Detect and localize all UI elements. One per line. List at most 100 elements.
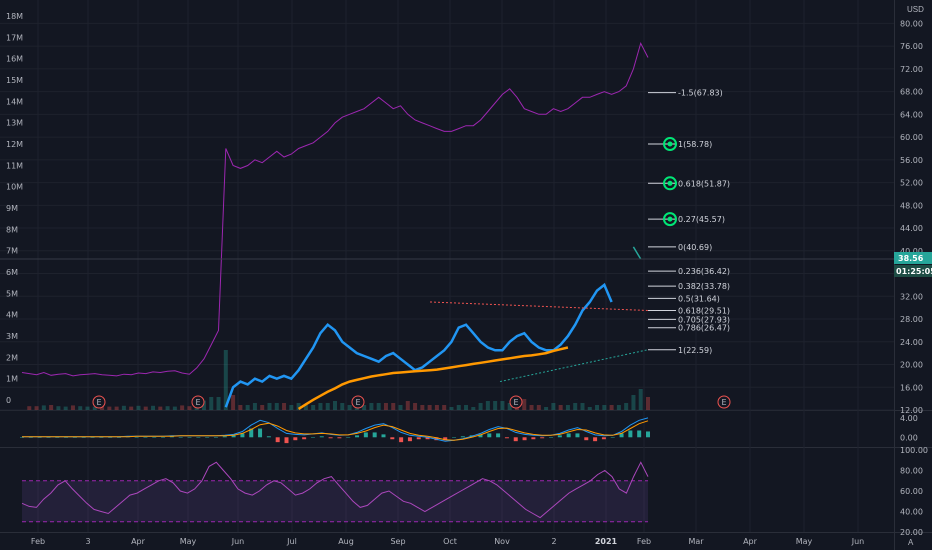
volume-bar [376,403,381,410]
rsi-tick-label: 60.00 [900,487,923,496]
latest-move-line[interactable] [632,246,642,260]
macd-histogram-bar [372,432,377,438]
volume-bar [464,405,469,410]
volume-bar [296,403,301,410]
volume-tick-label: 8M [6,225,18,234]
macd-histogram-bar [328,437,333,439]
volume-bar [420,405,425,410]
volume-bar [427,405,432,410]
volume-bar [245,405,250,410]
volume-bar [231,395,236,410]
last-price-badge [894,251,932,264]
volume-bar [85,406,90,410]
macd-histogram-bar [108,437,113,438]
target-icon[interactable] [663,176,677,191]
volume-bar [449,407,454,410]
earnings-marker-label: E [195,398,200,407]
price-pane[interactable]: -1.5(67.83) 1(58.78) 0.618(51.87) 0.27(45.5… [0,41,894,410]
volume-bar [34,406,39,410]
price-tick-label: 48.00 [900,201,923,210]
volume-bar [143,406,148,410]
rsi-tick-label: 80.00 [900,467,923,476]
macd-histogram-bar [399,437,404,443]
earnings-marker[interactable] [351,395,365,409]
volume-bar [151,405,156,410]
volume-bar [602,405,607,410]
signal-line[interactable] [22,420,649,441]
fast-ma-line[interactable] [224,282,613,408]
target-icon[interactable] [663,137,677,152]
fib-level-label: 1(58.78) [678,140,712,149]
volume-bar [398,405,403,410]
fib-level-label: 0.705(27.93) [678,315,730,324]
countdown-label: 01:25:05 [896,267,932,276]
earnings-marker[interactable] [191,395,205,409]
earnings-marker[interactable] [509,395,523,409]
time-tick-label: May [180,537,197,546]
macd-histogram-bar [116,437,121,438]
time-tick-label: Jul [286,537,297,546]
time-tick-label: Jun [851,537,865,546]
time-tick-label: 3 [85,537,90,546]
volume-tick-label: 12M [6,140,23,149]
macd-histogram-bar [363,432,368,438]
last-price-label: 38.56 [898,254,924,263]
volume-bar [260,405,265,410]
slow-ma-line[interactable] [297,346,569,410]
volume-bar [500,401,505,410]
price-tick-label: 76.00 [900,42,923,51]
volume-tick-label: 5M [6,289,18,298]
volume-bar [187,406,192,410]
trendline[interactable] [499,349,649,383]
time-tick-label: Feb [637,537,651,546]
price-tick-label: 52.00 [900,179,923,188]
log-scale-button[interactable]: A [908,538,914,547]
volume-bar [405,401,410,410]
volume-bar [471,407,476,410]
price-tick-label: 56.00 [900,156,923,165]
macd-histogram-bar [240,433,245,438]
fib-level-label: 0.236(36.42) [678,267,730,276]
target-icon[interactable] [663,212,677,227]
volume-tick-label: 3M [6,332,18,341]
macd-histogram-bar [416,437,421,440]
volume-bar [107,406,112,410]
rsi-pane[interactable] [21,461,649,523]
volume-bar [478,403,483,410]
time-tick-label: 2021 [595,537,618,546]
price-line[interactable] [21,41,649,377]
volume-bar [456,405,461,410]
macd-histogram-bar [575,433,580,438]
volume-tick-label: 9M [6,204,18,213]
macd-histogram-bar [549,437,554,438]
volume-bar [136,405,141,410]
volume-bar [274,403,279,410]
earnings-marker[interactable] [717,395,731,409]
volume-bar [638,389,643,410]
macd-histogram-bar [302,437,307,440]
fib-level-label: 0.618(51.87) [678,179,730,188]
volume-bar [362,405,367,410]
price-tick-label: 32.00 [900,292,923,301]
macd-histogram-bar [452,437,457,438]
macd-histogram-bar [346,437,351,438]
volume-bar [544,407,549,410]
earnings-marker[interactable] [92,395,106,409]
macd-histogram-bar [425,437,430,440]
trendline[interactable] [429,301,649,311]
macd-histogram-bar [249,428,254,438]
volume-bar [485,401,490,410]
macd-pane[interactable] [20,417,650,444]
earnings-marker-label: E [513,398,518,407]
macd-histogram-bar [81,437,86,438]
rsi-line[interactable] [21,461,649,519]
volume-bar [216,397,221,410]
volume-bar [646,397,650,410]
macd-histogram-bar [531,437,536,440]
volume-bar [609,405,614,410]
volume-bar [383,403,388,410]
volume-bar [493,401,498,410]
fib-level-label: 1(22.59) [678,346,712,355]
